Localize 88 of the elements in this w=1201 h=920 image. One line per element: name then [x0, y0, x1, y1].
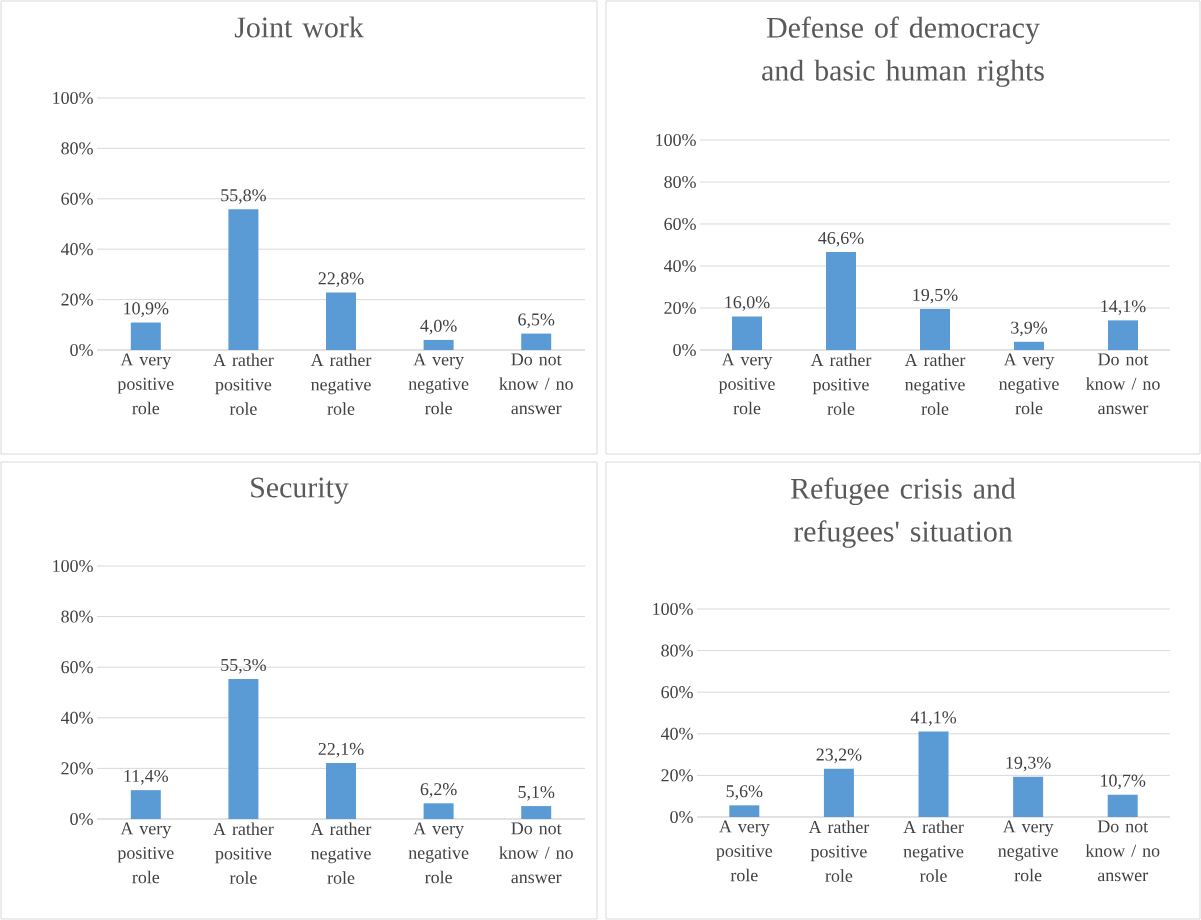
data-label: 14,1% [1101, 300, 1146, 315]
data-label: 6,2% [420, 783, 457, 798]
y-tick-label: 40% [663, 259, 696, 273]
data-label: 5,6% [726, 785, 763, 800]
bar [423, 339, 454, 350]
y-tick-label: 100% [653, 602, 693, 616]
x-tick-label: Do not know / no answer [1085, 353, 1160, 415]
y-tick-label: 0% [673, 343, 696, 357]
y-tick-label: 0% [70, 343, 93, 357]
bar [326, 763, 357, 819]
bar [920, 309, 951, 350]
data-label: 6,5% [518, 313, 555, 329]
chart-title: Security [251, 477, 349, 504]
bar [1014, 341, 1045, 350]
y-tick-label: 40% [60, 243, 93, 256]
bar [732, 316, 763, 350]
data-label: 41,1% [910, 711, 957, 726]
y-tick-label: 100% [53, 91, 93, 105]
x-tick-label: A very positive role [716, 820, 773, 882]
x-tick-label: A very negative role [999, 353, 1059, 415]
data-label: 11,4% [124, 769, 169, 785]
data-label: 3,9% [1011, 321, 1048, 337]
bar [521, 806, 552, 819]
data-label: 5,1% [518, 785, 555, 801]
x-tick-label: A rather positive role [810, 353, 872, 415]
data-label: 55,8% [221, 189, 266, 204]
y-tick-label: 60% [61, 661, 93, 674]
x-tick-label: A very negative role [408, 353, 469, 415]
x-tick-label: A very negative role [408, 822, 469, 884]
x-tick-label: Do not know / no answer [499, 353, 573, 415]
y-tick-label: 100% [656, 133, 696, 147]
bar [423, 803, 454, 819]
bar [130, 322, 161, 350]
bar [1108, 320, 1139, 350]
x-tick-label: Do not know / no answer [499, 822, 573, 884]
y-tick-label: 60% [661, 686, 693, 699]
data-label: 22,8% [318, 272, 364, 288]
bar [326, 292, 357, 350]
x-tick-label: A rather negative role [903, 820, 964, 882]
bar [521, 333, 552, 350]
x-tick-label: A rather negative role [310, 822, 372, 884]
y-tick-label: 80% [61, 142, 93, 155]
data-label: 16,0% [725, 296, 770, 311]
y-tick-label: 20% [661, 769, 693, 782]
data-label: 55,3% [221, 658, 266, 674]
chart-title: Refugee crisis and refugees' situation [790, 477, 1016, 548]
y-tick-label: 20% [61, 762, 93, 775]
data-label: 46,6% [818, 231, 864, 247]
y-tick-label: 0% [70, 812, 93, 826]
y-tick-label: 0% [670, 810, 693, 824]
x-tick-label: A rather positive role [808, 820, 870, 882]
chart-title: Defense of democracy and basic human rights [762, 16, 1044, 87]
chart-title: Joint work [234, 16, 364, 38]
y-tick-label: 40% [60, 711, 93, 724]
x-tick-label: A rather positive role [213, 822, 274, 884]
y-tick-label: 80% [61, 610, 93, 623]
data-label: 4,0% [420, 319, 457, 335]
bar [826, 252, 857, 350]
y-tick-label: 40% [660, 727, 693, 740]
bar [228, 209, 259, 350]
x-tick-label: A rather negative role [310, 353, 372, 415]
data-label: 10,9% [124, 302, 169, 317]
data-label: 23,2% [816, 748, 862, 764]
data-label: 19,3% [1006, 756, 1051, 772]
x-tick-label: A rather positive role [213, 353, 274, 415]
data-label: 22,1% [318, 742, 364, 758]
x-tick-label: A very negative role [998, 820, 1058, 882]
bar [823, 768, 854, 817]
bar [1107, 794, 1138, 817]
y-tick-label: 80% [664, 175, 696, 189]
data-label: 10,7% [1101, 774, 1146, 790]
bar [130, 790, 161, 819]
data-label: 19,5% [913, 288, 958, 304]
y-tick-label: 80% [661, 644, 693, 657]
y-tick-label: 20% [664, 301, 696, 315]
bar [918, 731, 949, 817]
x-tick-label: A very positive role [718, 353, 775, 415]
bar [729, 805, 760, 817]
x-tick-label: A very positive role [117, 822, 174, 884]
bar [228, 679, 259, 819]
y-tick-label: 100% [53, 559, 93, 573]
bar [1013, 776, 1044, 817]
y-tick-label: 60% [61, 192, 93, 205]
y-tick-label: 20% [61, 293, 93, 306]
x-tick-label: A rather negative role [904, 353, 966, 415]
x-tick-label: A very positive role [117, 353, 174, 415]
y-tick-label: 60% [664, 217, 696, 231]
x-tick-label: Do not know / no answer [1085, 820, 1160, 882]
